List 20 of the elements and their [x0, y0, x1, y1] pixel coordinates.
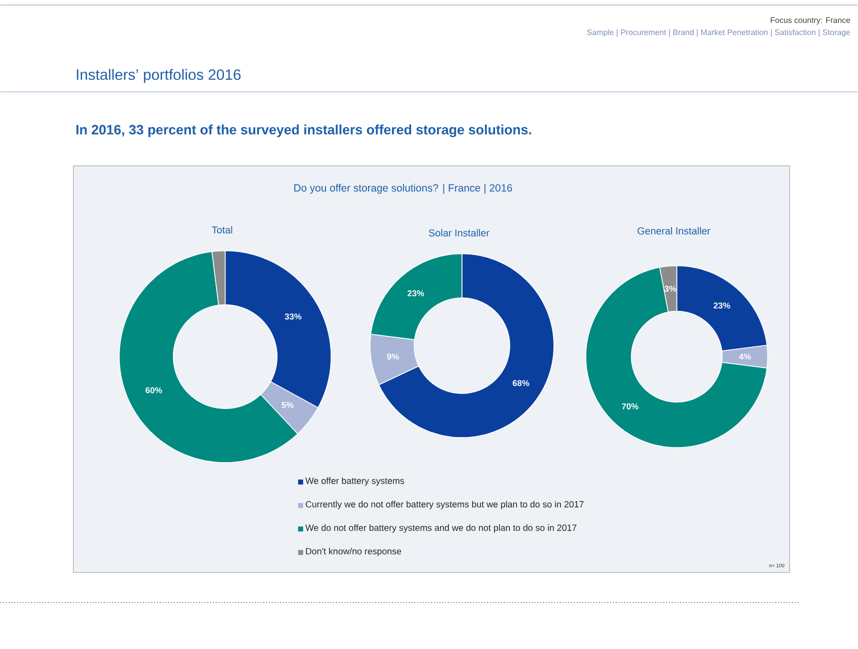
legend-label: We offer battery systems	[305, 477, 404, 486]
legend-label: Don't know/no response	[306, 548, 402, 556]
data-label: 60%	[146, 387, 162, 394]
data-label: 68%	[512, 380, 530, 386]
data-label: 3%	[664, 286, 676, 292]
text: Installers’ portfolios 2016	[76, 68, 241, 83]
data-label: 33%	[284, 313, 302, 320]
data-label: 23%	[408, 290, 424, 296]
text: Do you offer storage solutions? | France | 2016	[294, 184, 512, 194]
legend-label: Currently we do not offer battery systems but we plan to do so in 2017	[306, 500, 584, 510]
data-label: 23%	[714, 302, 730, 308]
data-label: 9%	[387, 353, 399, 360]
data-label: 4%	[738, 353, 751, 360]
chart-title: Total	[212, 226, 232, 234]
text: In 2016, 33 percent of the surveyed installers offered storage solutions.	[76, 124, 532, 137]
data-label: 5%	[282, 402, 294, 408]
chart-title: General Installer	[638, 226, 710, 234]
data-label: 70%	[622, 403, 638, 410]
legend-label: We do not offer battery systems and we do not plan to do so in 2017	[305, 524, 576, 533]
chart-title: Solar Installer	[428, 228, 490, 236]
